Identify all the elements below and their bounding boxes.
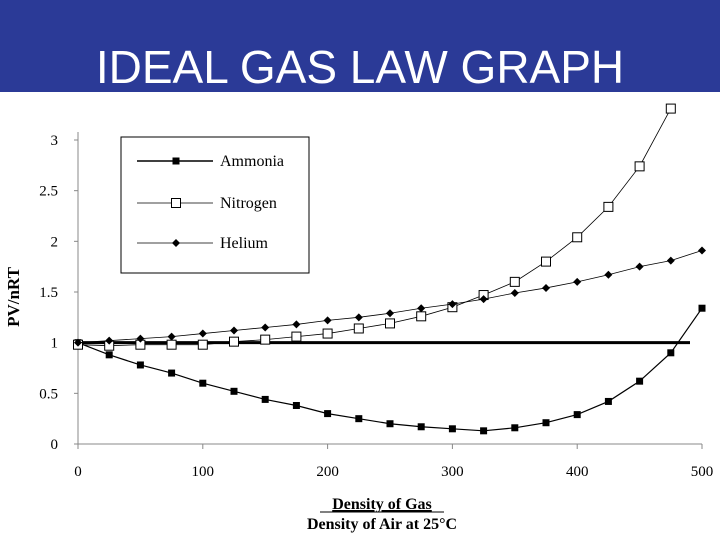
- data-point-helium: [417, 304, 426, 313]
- title-bar: [0, 0, 720, 92]
- data-point-ammonia: [417, 423, 425, 431]
- x-tick-label: 0: [74, 464, 82, 480]
- data-point-ammonia: [199, 379, 207, 387]
- data-point-helium: [573, 277, 582, 286]
- x-axis-label: Density of Gas: [332, 496, 432, 513]
- data-point-ammonia: [136, 361, 144, 369]
- data-point-nitrogen: [229, 336, 239, 347]
- data-point-nitrogen: [260, 334, 271, 345]
- data-point-ammonia: [105, 351, 113, 359]
- data-point-ammonia: [636, 377, 644, 385]
- data-point-ammonia: [448, 425, 456, 433]
- chart-legend: Ammonia Nitrogen Helium: [120, 136, 310, 274]
- x-axis-label-denominator: Density of Air at 25°C: [307, 516, 457, 533]
- y-axis-label: PV/nRT: [4, 266, 23, 327]
- data-point-helium: [666, 256, 675, 265]
- data-point-nitrogen: [572, 232, 583, 243]
- data-point-helium: [198, 329, 207, 338]
- legend-marker-ammonia: [172, 157, 180, 165]
- x-tick-label: 500: [691, 464, 714, 480]
- data-point-nitrogen: [603, 201, 614, 212]
- y-tick-label: 0: [51, 437, 59, 453]
- x-tick-label: 100: [192, 464, 215, 480]
- y-tick-label: 2: [51, 234, 59, 250]
- data-point-helium: [292, 320, 301, 329]
- data-point-ammonia: [511, 424, 519, 432]
- data-point-ammonia: [573, 411, 581, 419]
- slide-title: IDEAL GAS LAW GRAPH: [95, 41, 625, 93]
- data-point-ammonia: [604, 397, 612, 405]
- x-tick-label: 200: [316, 464, 339, 480]
- data-point-helium: [74, 338, 82, 347]
- series-line-nitrogen: [77, 108, 672, 347]
- legend-label-nitrogen: Nitrogen: [220, 195, 277, 212]
- series-helium: [74, 246, 706, 347]
- data-point-helium: [354, 313, 363, 322]
- data-point-helium: [167, 332, 176, 341]
- data-point-ammonia: [698, 304, 706, 312]
- data-point-helium: [136, 334, 145, 343]
- y-tick-label: 1.5: [39, 285, 58, 301]
- y-tick-label: 0.5: [39, 386, 58, 402]
- data-point-nitrogen: [541, 256, 551, 267]
- data-point-ammonia: [261, 395, 269, 403]
- legend-box: [120, 136, 310, 274]
- data-point-ammonia: [667, 349, 675, 357]
- data-point-nitrogen: [197, 339, 208, 350]
- data-point-nitrogen: [665, 103, 676, 114]
- data-point-helium: [510, 289, 519, 298]
- data-point-ammonia: [324, 410, 332, 418]
- data-point-helium: [479, 295, 488, 304]
- data-point-nitrogen: [385, 318, 395, 329]
- series-ammonia: [74, 304, 706, 435]
- y-tick-label: 3: [51, 133, 59, 149]
- legend-label-ammonia: Ammonia: [220, 153, 284, 170]
- data-point-helium: [386, 309, 394, 318]
- data-point-nitrogen: [509, 276, 520, 287]
- data-point-nitrogen: [166, 339, 177, 350]
- x-tick-label: 400: [566, 464, 589, 480]
- data-point-nitrogen: [353, 323, 364, 334]
- x-tick-label: 300: [441, 464, 464, 480]
- chart: 0 0.5 1 1.5 2 2.5 3 0 100 200 300 400 500 Ammonia Nit…: [4, 103, 713, 533]
- data-point-nitrogen: [634, 161, 645, 172]
- legend-marker-helium: [172, 239, 180, 247]
- data-point-nitrogen: [291, 331, 302, 342]
- data-point-helium: [698, 246, 706, 255]
- data-point-ammonia: [542, 419, 550, 427]
- y-tick-label: 2.5: [39, 184, 58, 200]
- data-point-ammonia: [168, 369, 176, 377]
- data-point-helium: [323, 316, 332, 325]
- data-point-helium: [105, 336, 114, 345]
- chart-series: [73, 103, 706, 435]
- data-point-helium: [635, 262, 644, 271]
- data-point-helium: [261, 323, 270, 332]
- legend-marker-nitrogen: [171, 198, 181, 208]
- chart-axes: 0 0.5 1 1.5 2 2.5 3 0 100 200 300 400 500: [39, 132, 713, 480]
- data-point-helium: [448, 300, 457, 309]
- data-point-ammonia: [355, 415, 363, 423]
- data-point-ammonia: [386, 420, 394, 428]
- data-point-nitrogen: [322, 328, 333, 339]
- data-point-helium: [604, 270, 613, 279]
- data-point-nitrogen: [416, 311, 427, 322]
- data-point-helium: [542, 283, 550, 292]
- data-point-ammonia: [292, 401, 300, 409]
- data-point-ammonia: [480, 427, 488, 435]
- y-tick-label: 1: [51, 336, 59, 352]
- legend-label-helium: Helium: [220, 235, 269, 252]
- data-point-ammonia: [230, 387, 238, 395]
- data-point-helium: [230, 326, 238, 335]
- axis-labels: PV/nRT Density of Gas Density of Air at 25…: [4, 266, 457, 533]
